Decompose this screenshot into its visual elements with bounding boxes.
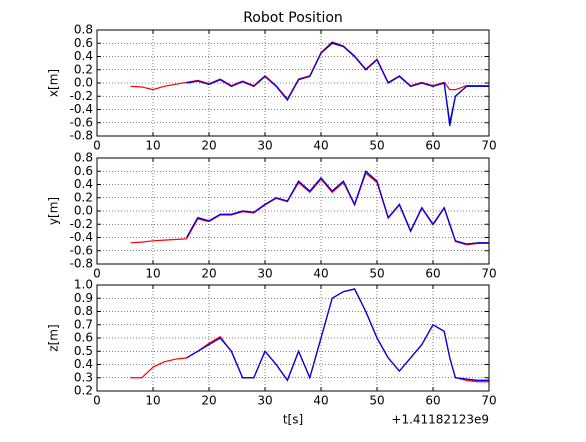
x-tick-label: 30 (257, 394, 272, 408)
x-tick-label: 0 (93, 394, 101, 408)
x-offset-label: +1.41182123e9 (391, 413, 489, 427)
y-tick-label: 0.2 (74, 384, 93, 398)
x-tick-label: 40 (313, 394, 328, 408)
x-tick-label: 60 (425, 267, 440, 281)
x-tick-label: 50 (369, 267, 384, 281)
x-tick-label: 70 (481, 267, 496, 281)
y-tick-label: 0.8 (74, 23, 93, 37)
x-tick-label: 40 (313, 267, 328, 281)
y-axis-label: y[m] (47, 197, 61, 225)
y-tick-label: 0.6 (74, 164, 93, 178)
x-tick-label: 20 (201, 267, 216, 281)
x-tick-label: 60 (425, 394, 440, 408)
y-tick-label: 0.4 (74, 357, 93, 371)
x-tick-label: 0 (93, 139, 101, 153)
y-tick-label: -0.4 (70, 102, 93, 116)
y-tick-label: 0.5 (74, 344, 93, 358)
x-tick-label: 0 (93, 267, 101, 281)
y-tick-label: 0.2 (74, 190, 93, 204)
x-tick-label: 20 (201, 139, 216, 153)
y-tick-label: 1.0 (74, 278, 93, 292)
y-tick-label: 0.8 (74, 151, 93, 165)
y-tick-label: -0.6 (70, 115, 93, 129)
axes-frame (96, 157, 490, 265)
y-tick-label: 0.0 (74, 76, 93, 90)
y-tick-label: 0.4 (74, 49, 93, 63)
x-tick-label: 10 (145, 267, 160, 281)
x-tick-label: 60 (425, 139, 440, 153)
y-tick-label: -0.2 (70, 217, 93, 231)
y-tick-label: 0.3 (74, 370, 93, 384)
x-tick-label: 40 (313, 139, 328, 153)
x-tick-label: 50 (369, 139, 384, 153)
y-tick-label: 0.6 (74, 36, 93, 50)
x-tick-label: 30 (257, 139, 272, 153)
y-tick-label: 0.4 (74, 177, 93, 191)
x-tick-label: 10 (145, 394, 160, 408)
data-line (186, 288, 489, 382)
axes-frame (96, 29, 490, 137)
data-line (186, 170, 489, 245)
y-tick-label: -0.8 (70, 129, 93, 143)
x-tick-label: 70 (481, 139, 496, 153)
x-tick-label: 20 (201, 394, 216, 408)
y-axis-label: z[m] (47, 324, 61, 351)
x-tick-label: 10 (145, 139, 160, 153)
y-tick-label: 0.9 (74, 291, 93, 305)
y-tick-label: -0.8 (70, 257, 93, 271)
y-tick-label: -0.4 (70, 230, 93, 244)
x-tick-label: 50 (369, 394, 384, 408)
y-axis-label: x[m] (47, 69, 61, 97)
y-tick-label: 0.8 (74, 304, 93, 318)
y-tick-label: -0.6 (70, 243, 93, 257)
axes-frame (96, 284, 490, 392)
x-tick-label: 30 (257, 267, 272, 281)
y-tick-label: 0.6 (74, 331, 93, 345)
y-tick-label: 0.7 (74, 317, 93, 331)
x-axis-label: t[s] (283, 413, 303, 427)
chart-title: Robot Position (243, 10, 343, 26)
data-line (186, 41, 489, 127)
y-tick-label: 0.2 (74, 62, 93, 76)
x-tick-label: 70 (481, 394, 496, 408)
y-tick-label: -0.2 (70, 89, 93, 103)
y-tick-label: 0.0 (74, 204, 93, 218)
